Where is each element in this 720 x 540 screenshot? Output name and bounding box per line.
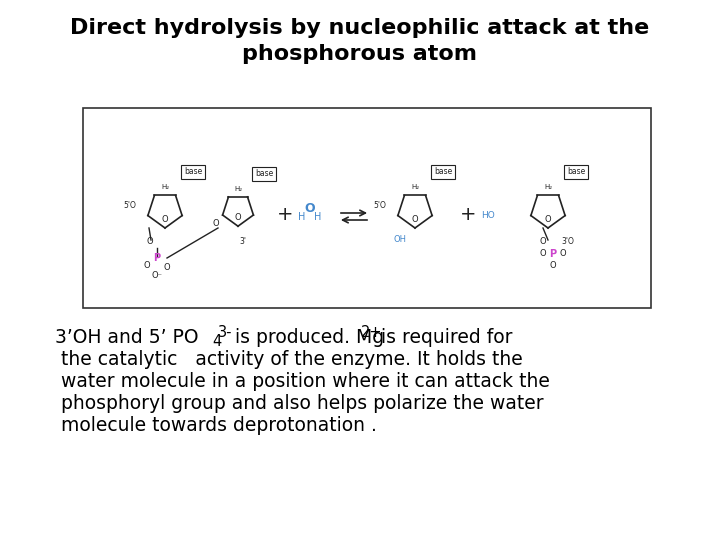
Text: +: + bbox=[460, 206, 476, 225]
Text: O⁻: O⁻ bbox=[151, 272, 163, 280]
Text: H₂: H₂ bbox=[234, 186, 242, 192]
Text: H₂: H₂ bbox=[161, 184, 169, 190]
Text: 3'O: 3'O bbox=[562, 238, 575, 246]
Text: O: O bbox=[162, 215, 168, 224]
Text: H₂: H₂ bbox=[411, 184, 419, 190]
Bar bbox=[431, 165, 455, 179]
Text: O: O bbox=[540, 249, 546, 259]
Text: H₂: H₂ bbox=[544, 184, 552, 190]
Text: O: O bbox=[212, 219, 220, 228]
Text: 3': 3' bbox=[240, 238, 246, 246]
Text: 4: 4 bbox=[212, 334, 221, 349]
Text: H: H bbox=[298, 212, 306, 222]
Text: the catalytic   activity of the enzyme. It holds the: the catalytic activity of the enzyme. It… bbox=[55, 350, 523, 369]
Text: O: O bbox=[559, 249, 567, 259]
Text: H: H bbox=[315, 212, 322, 222]
Text: O: O bbox=[412, 215, 418, 224]
Bar bbox=[181, 165, 205, 179]
Bar bbox=[564, 165, 588, 179]
Text: 3’OH and 5’ PO: 3’OH and 5’ PO bbox=[55, 328, 199, 347]
Text: is required for: is required for bbox=[375, 328, 513, 347]
Text: 2+: 2+ bbox=[361, 325, 382, 340]
Text: is produced. Mg: is produced. Mg bbox=[229, 328, 384, 347]
Text: base: base bbox=[184, 167, 202, 177]
Text: O: O bbox=[235, 213, 241, 222]
Text: O: O bbox=[545, 215, 552, 224]
Text: O: O bbox=[163, 264, 171, 273]
Text: O: O bbox=[549, 261, 557, 271]
Text: 3-: 3- bbox=[218, 325, 233, 340]
Text: base: base bbox=[434, 167, 452, 177]
Text: molecule towards deprotonation .: molecule towards deprotonation . bbox=[55, 416, 377, 435]
Text: 5'O: 5'O bbox=[124, 200, 136, 210]
Text: +: + bbox=[276, 206, 293, 225]
Text: O: O bbox=[147, 238, 153, 246]
Text: Direct hydrolysis by nucleophilic attack at the
phosphorous atom: Direct hydrolysis by nucleophilic attack… bbox=[71, 18, 649, 64]
Text: phosphoryl group and also helps polarize the water: phosphoryl group and also helps polarize… bbox=[55, 394, 544, 413]
Bar bbox=[83, 108, 651, 308]
Bar bbox=[252, 167, 276, 181]
Text: water molecule in a position where it can attack the: water molecule in a position where it ca… bbox=[55, 372, 550, 391]
Text: base: base bbox=[567, 167, 585, 177]
Text: O: O bbox=[144, 261, 150, 271]
Text: base: base bbox=[255, 170, 274, 178]
Text: HO: HO bbox=[481, 211, 495, 219]
Text: O: O bbox=[540, 238, 546, 246]
Text: O: O bbox=[305, 201, 315, 214]
Text: P: P bbox=[153, 253, 161, 263]
Text: P: P bbox=[549, 249, 557, 259]
Text: 5'O: 5'O bbox=[374, 200, 387, 210]
Text: OH: OH bbox=[394, 235, 407, 245]
